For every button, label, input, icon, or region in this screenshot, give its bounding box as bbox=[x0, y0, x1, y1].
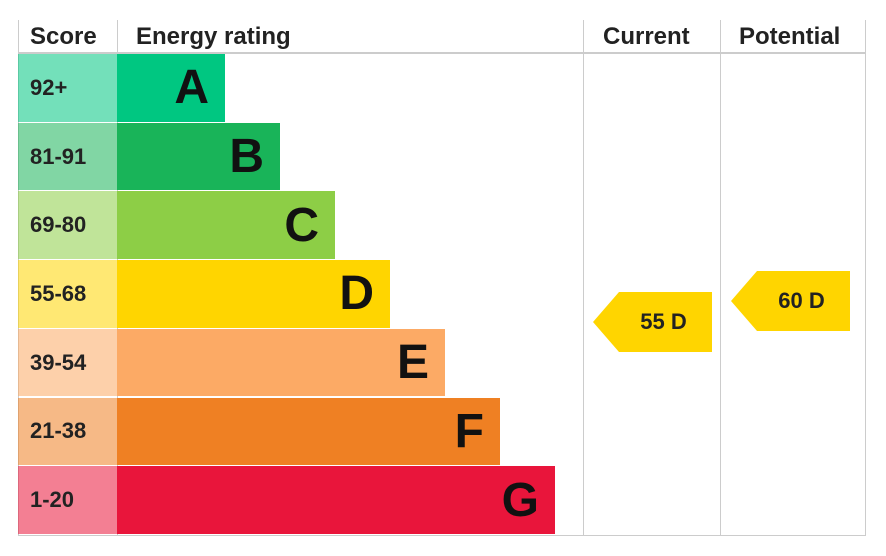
score-background bbox=[18, 54, 117, 122]
score-cell: 92+ bbox=[18, 54, 117, 122]
score-cell: 69-80 bbox=[18, 191, 117, 260]
score-background bbox=[18, 122, 117, 191]
rating-bar: C bbox=[117, 191, 335, 260]
score-label: 69-80 bbox=[30, 212, 87, 238]
current-header: Current bbox=[603, 23, 690, 50]
score-background bbox=[18, 397, 117, 466]
score-cell: 55-68 bbox=[18, 260, 117, 328]
score-cell: 39-54 bbox=[18, 328, 117, 397]
score-cell: 81-91 bbox=[18, 122, 117, 191]
score-cell: 21-38 bbox=[18, 397, 117, 466]
rating-bar: E bbox=[117, 328, 445, 397]
score-background bbox=[18, 328, 117, 397]
bottom-border bbox=[18, 535, 866, 536]
score-label: 39-54 bbox=[30, 349, 87, 375]
score-background bbox=[18, 466, 117, 534]
rating-header: Energy rating bbox=[136, 23, 291, 50]
score-background bbox=[18, 191, 117, 260]
potential-header: Potential bbox=[739, 23, 841, 50]
score-label: 92+ bbox=[30, 74, 68, 100]
score-label: 55-68 bbox=[30, 280, 87, 306]
score-background bbox=[18, 260, 117, 328]
rating-bar: A bbox=[117, 54, 225, 122]
score-label: 81-91 bbox=[30, 143, 87, 169]
rating-bar: D bbox=[117, 260, 390, 328]
rating-bar: F bbox=[117, 397, 500, 466]
divider bbox=[583, 20, 584, 536]
score-label: 21-38 bbox=[30, 418, 87, 444]
divider bbox=[865, 20, 866, 536]
current-arrow: 55 D bbox=[593, 292, 712, 352]
rating-bar: G bbox=[117, 466, 555, 534]
score-cell: 1-20 bbox=[18, 466, 117, 534]
score-label: 1-20 bbox=[30, 487, 75, 513]
score-header: Score bbox=[30, 23, 97, 50]
rating-bar: B bbox=[117, 122, 280, 191]
potential-arrow: 60 D bbox=[731, 271, 850, 331]
header-row bbox=[18, 20, 866, 54]
divider bbox=[720, 20, 721, 536]
